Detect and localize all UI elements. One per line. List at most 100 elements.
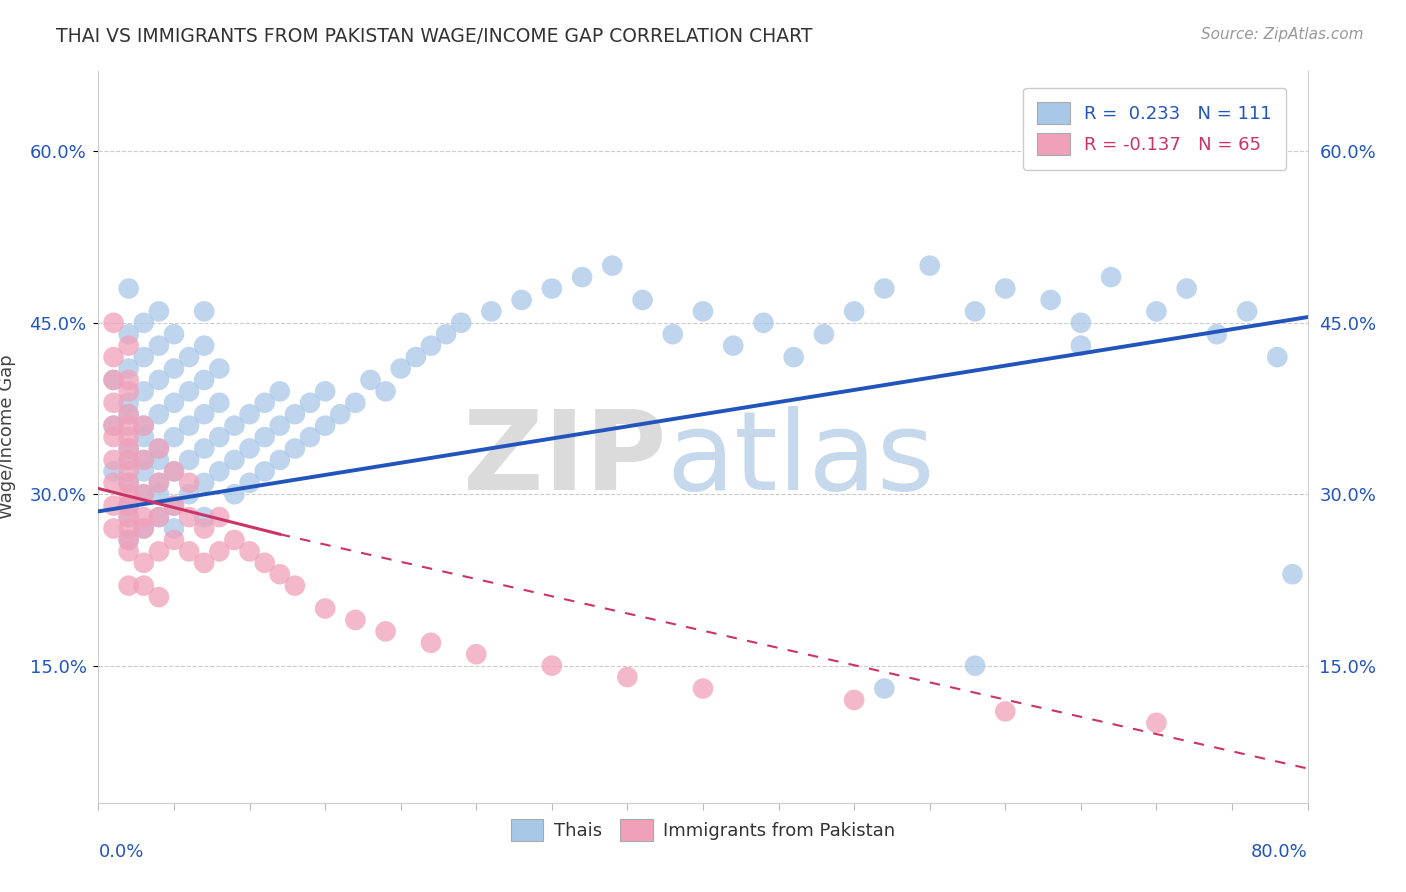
Point — [118, 510, 141, 524]
Point — [1206, 327, 1229, 342]
Point — [405, 350, 427, 364]
Point — [132, 418, 155, 433]
Point — [208, 464, 231, 478]
Point — [103, 396, 125, 410]
Point — [193, 407, 215, 421]
Point — [148, 442, 170, 456]
Point — [1039, 293, 1062, 307]
Point — [344, 396, 367, 410]
Point — [132, 521, 155, 535]
Point — [269, 384, 291, 399]
Point — [118, 533, 141, 547]
Point — [103, 453, 125, 467]
Point — [118, 384, 141, 399]
Point — [179, 350, 201, 364]
Point — [118, 521, 141, 535]
Point — [148, 590, 170, 604]
Point — [661, 327, 683, 342]
Point — [631, 293, 654, 307]
Text: THAI VS IMMIGRANTS FROM PAKISTAN WAGE/INCOME GAP CORRELATION CHART: THAI VS IMMIGRANTS FROM PAKISTAN WAGE/IN… — [56, 27, 813, 45]
Point — [269, 453, 291, 467]
Point — [148, 487, 170, 501]
Point — [163, 521, 186, 535]
Point — [132, 453, 155, 467]
Point — [179, 475, 201, 490]
Point — [118, 407, 141, 421]
Point — [269, 567, 291, 582]
Point — [314, 418, 336, 433]
Point — [1144, 304, 1167, 318]
Point — [103, 475, 125, 490]
Point — [813, 327, 835, 342]
Point — [148, 304, 170, 318]
Point — [844, 304, 866, 318]
Point — [239, 407, 262, 421]
Point — [434, 327, 457, 342]
Text: 0.0%: 0.0% — [98, 843, 143, 861]
Point — [103, 521, 125, 535]
Point — [1070, 339, 1092, 353]
Point — [1070, 316, 1092, 330]
Point — [118, 339, 141, 353]
Point — [118, 418, 141, 433]
Point — [389, 361, 412, 376]
Point — [208, 510, 231, 524]
Point — [179, 544, 201, 558]
Point — [481, 304, 503, 318]
Point — [314, 384, 336, 399]
Point — [103, 373, 125, 387]
Point — [208, 396, 231, 410]
Point — [148, 453, 170, 467]
Point — [148, 373, 170, 387]
Point — [103, 430, 125, 444]
Point — [208, 430, 231, 444]
Point — [208, 544, 231, 558]
Point — [193, 521, 215, 535]
Point — [193, 556, 215, 570]
Point — [118, 499, 141, 513]
Point — [132, 418, 155, 433]
Point — [284, 407, 307, 421]
Point — [253, 464, 276, 478]
Text: Source: ZipAtlas.com: Source: ZipAtlas.com — [1201, 27, 1364, 42]
Point — [148, 475, 170, 490]
Point — [132, 453, 155, 467]
Point — [465, 647, 488, 661]
Point — [269, 418, 291, 433]
Point — [239, 442, 262, 456]
Point — [692, 304, 714, 318]
Point — [148, 407, 170, 421]
Point — [179, 418, 201, 433]
Point — [284, 579, 307, 593]
Point — [132, 316, 155, 330]
Point — [118, 361, 141, 376]
Point — [450, 316, 472, 330]
Point — [148, 544, 170, 558]
Point — [193, 373, 215, 387]
Point — [118, 475, 141, 490]
Point — [692, 681, 714, 696]
Point — [918, 259, 941, 273]
Point — [344, 613, 367, 627]
Point — [1267, 350, 1289, 364]
Point — [118, 442, 141, 456]
Point — [510, 293, 533, 307]
Point — [224, 533, 246, 547]
Point — [148, 442, 170, 456]
Point — [163, 499, 186, 513]
Y-axis label: Wage/Income Gap: Wage/Income Gap — [0, 355, 15, 519]
Point — [193, 304, 215, 318]
Point — [103, 499, 125, 513]
Point — [163, 361, 186, 376]
Text: 80.0%: 80.0% — [1251, 843, 1308, 861]
Point — [723, 339, 745, 353]
Point — [602, 259, 624, 273]
Point — [994, 705, 1017, 719]
Point — [253, 396, 276, 410]
Point — [374, 384, 396, 399]
Point — [540, 281, 562, 295]
Point — [118, 442, 141, 456]
Point — [299, 396, 322, 410]
Point — [253, 556, 276, 570]
Point — [873, 281, 896, 295]
